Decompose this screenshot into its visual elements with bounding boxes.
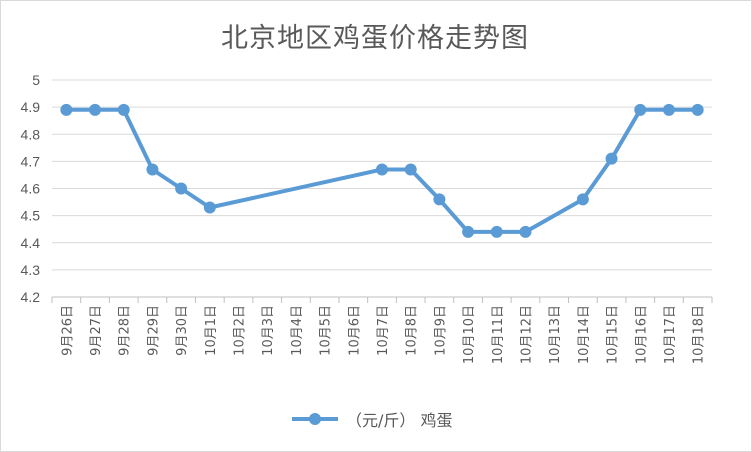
data-point	[605, 152, 618, 165]
y-tick-label: 4.2	[21, 289, 41, 305]
y-tick-label: 4.8	[21, 126, 41, 142]
x-tick-label: 10月15日	[606, 305, 621, 364]
x-tick-label: 9月29日	[146, 305, 161, 356]
data-point	[146, 163, 159, 176]
data-point	[519, 225, 532, 238]
x-tick-label: 10月2日	[233, 305, 248, 356]
x-tick-label: 10月9日	[433, 305, 448, 356]
x-tick-label: 10月18日	[692, 305, 707, 364]
y-tick-label: 4.6	[21, 181, 41, 197]
data-point	[576, 193, 589, 206]
data-point	[662, 103, 675, 116]
data-point	[462, 225, 475, 238]
x-tick-label: 10月8日	[405, 305, 420, 356]
data-point	[89, 103, 102, 116]
chart-title: 北京地区鸡蛋价格走势图	[221, 23, 529, 54]
legend-marker	[292, 411, 338, 427]
data-point	[404, 163, 417, 176]
data-point	[60, 103, 73, 116]
x-tick-label: 9月27日	[89, 305, 104, 356]
y-tick-label: 4.5	[21, 208, 41, 224]
y-tick-label: 5	[32, 72, 40, 88]
x-tick-label: 10月16日	[634, 305, 649, 364]
x-tick-label: 10月10日	[462, 305, 477, 364]
x-tick-label: 10月3日	[261, 305, 276, 356]
x-tick-label: 10月6日	[347, 305, 362, 356]
y-tick-label: 4.7	[21, 153, 41, 169]
data-point	[117, 103, 130, 116]
y-tick-label: 4.9	[21, 99, 41, 115]
data-point	[490, 225, 503, 238]
legend: （元/斤） 鸡蛋	[292, 407, 452, 431]
x-tick-label: 10月17日	[663, 305, 678, 364]
x-tick-label: 10月4日	[290, 305, 305, 356]
x-tick-label: 10月12日	[519, 305, 534, 364]
legend-label: （元/斤） 鸡蛋	[346, 411, 453, 430]
x-tick-label: 10月11日	[491, 305, 506, 364]
y-tick-label: 4.3	[21, 262, 41, 278]
data-point	[634, 103, 647, 116]
x-tick-label: 9月28日	[118, 305, 133, 356]
x-tick-label: 10月7日	[376, 305, 391, 356]
data-point	[203, 201, 216, 214]
x-tick-label: 9月30日	[175, 305, 190, 356]
data-point	[376, 163, 388, 176]
y-tick-label: 4.4	[21, 235, 41, 251]
x-tick-label: 9月26日	[60, 305, 75, 356]
x-tick-label: 10月5日	[319, 305, 334, 356]
data-point	[691, 103, 704, 116]
data-point	[175, 182, 188, 195]
x-tick-label: 10月14日	[577, 305, 592, 364]
data-point	[433, 193, 446, 206]
x-tick-label: 10月13日	[548, 305, 563, 364]
x-tick-label: 10月1日	[204, 305, 219, 356]
